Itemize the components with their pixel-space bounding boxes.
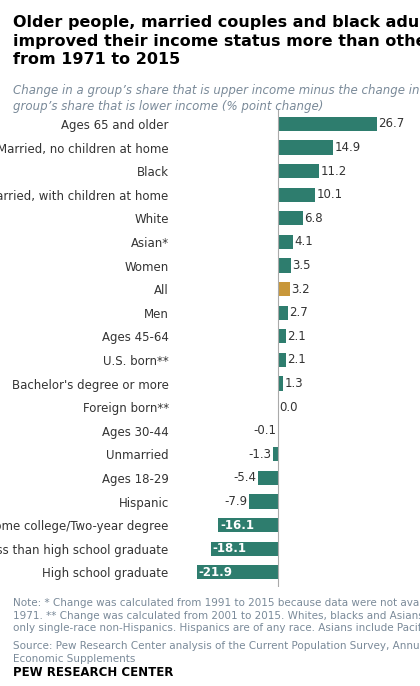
- Text: 14.9: 14.9: [334, 141, 361, 154]
- Text: -18.1: -18.1: [213, 542, 247, 555]
- Text: 2.7: 2.7: [289, 306, 308, 319]
- Text: 1.3: 1.3: [284, 377, 303, 390]
- Bar: [197, 565, 278, 580]
- Text: -16.1: -16.1: [220, 519, 254, 532]
- Text: -5.4: -5.4: [234, 471, 257, 484]
- Text: 0.0: 0.0: [279, 401, 298, 414]
- Bar: [273, 447, 278, 462]
- Bar: [278, 211, 303, 226]
- Bar: [249, 495, 278, 508]
- Text: -0.1: -0.1: [253, 424, 276, 437]
- Text: 3.5: 3.5: [292, 259, 311, 272]
- Bar: [278, 117, 377, 131]
- Text: 26.7: 26.7: [378, 117, 404, 130]
- Text: Change in a group’s share that is upper income minus the change in the
group’s s: Change in a group’s share that is upper …: [13, 84, 420, 113]
- Text: -1.3: -1.3: [249, 448, 272, 461]
- Text: PEW RESEARCH CENTER: PEW RESEARCH CENTER: [13, 666, 173, 679]
- Bar: [218, 518, 278, 532]
- Bar: [278, 353, 286, 367]
- Text: 6.8: 6.8: [304, 212, 323, 225]
- Bar: [278, 306, 288, 320]
- Text: 10.1: 10.1: [317, 188, 343, 201]
- Text: 11.2: 11.2: [321, 165, 347, 178]
- Text: 2.1: 2.1: [287, 353, 306, 366]
- Bar: [278, 164, 319, 178]
- Text: -7.9: -7.9: [224, 495, 247, 508]
- Bar: [278, 259, 291, 272]
- Text: 4.1: 4.1: [294, 235, 313, 248]
- Bar: [278, 235, 293, 249]
- Text: Note: * Change was calculated from 1991 to 2015 because data were not available : Note: * Change was calculated from 1991 …: [13, 598, 420, 633]
- Bar: [278, 141, 333, 154]
- Text: 3.2: 3.2: [291, 283, 310, 296]
- Bar: [211, 542, 278, 556]
- Text: Source: Pew Research Center analysis of the Current Population Survey, Annual So: Source: Pew Research Center analysis of …: [13, 641, 420, 664]
- Bar: [258, 471, 278, 485]
- Bar: [278, 329, 286, 344]
- Text: Older people, married couples and black adults
improved their income status more: Older people, married couples and black …: [13, 15, 420, 67]
- Bar: [278, 377, 283, 390]
- Bar: [278, 188, 315, 202]
- Text: 2.1: 2.1: [287, 330, 306, 343]
- Text: -21.9: -21.9: [199, 566, 233, 579]
- Bar: [278, 282, 290, 296]
